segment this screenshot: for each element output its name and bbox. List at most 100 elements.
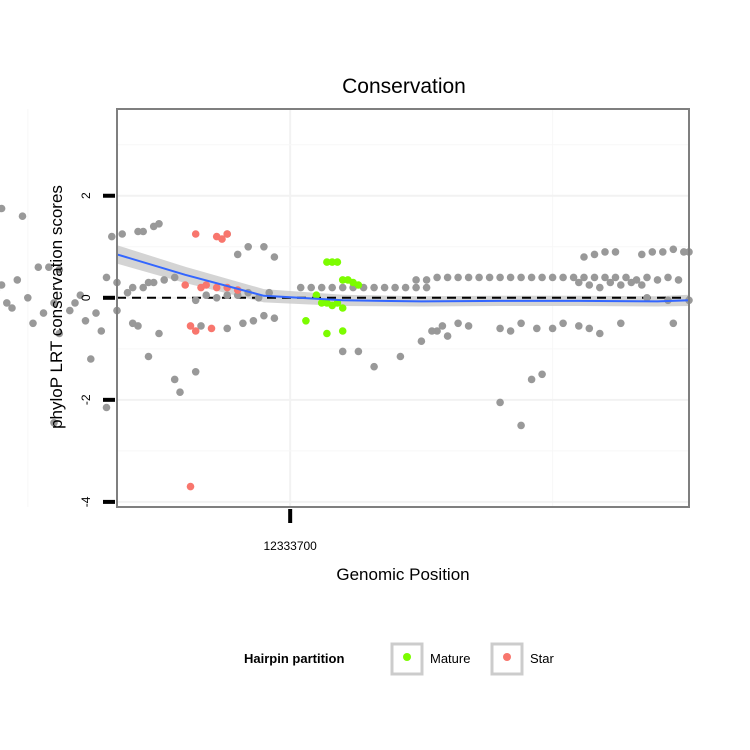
point-other-81 [34,263,43,272]
point-other-174 [580,273,588,282]
point-other-196 [559,319,567,328]
y-axis: 2 0 -2 -4 [79,192,115,507]
point-other-143 [260,311,268,320]
point-other-200 [617,319,625,328]
point-star-7 [212,283,221,292]
point-other-166 [496,273,504,282]
point-other-87 [3,299,11,307]
point-other-140 [270,253,279,261]
point-star-3 [212,232,221,241]
point-other-214 [617,281,625,289]
point-other-188 [464,322,473,330]
point-other-128 [191,296,200,305]
point-other-90 [24,294,32,302]
point-star-12 [207,324,216,333]
point-other-158 [412,276,420,284]
point-other-123 [176,388,184,397]
legend-label-mature: Mature [430,651,470,666]
point-other-156 [412,283,420,292]
point-other-154 [391,283,399,292]
point-other-121 [155,329,163,338]
point-other-182 [370,362,378,371]
point-star-10 [186,322,195,330]
point-other-112 [139,283,147,292]
point-mature-13 [338,304,347,312]
point-other-94 [55,329,64,338]
x-axis-title: Genomic Position [336,565,469,584]
point-other-80 [18,212,27,220]
point-other-222 [638,250,646,259]
point-other-219 [653,276,662,284]
point-other-162 [454,273,462,282]
legend-mature-dot [403,653,411,661]
point-other-189 [428,327,436,335]
point-other-104 [118,230,126,238]
point-other-179 [191,368,200,376]
point-other-116 [170,273,179,282]
point-other-144 [270,314,279,323]
point-other-127 [223,324,231,333]
point-other-157 [422,283,431,292]
point-other-108 [155,220,163,228]
point-other-176 [601,273,609,282]
point-star-11 [191,327,200,335]
point-other-177 [611,273,620,282]
point-other-141 [239,319,247,328]
point-other-149 [338,283,347,292]
point-other-103 [108,232,116,241]
point-other-139 [260,243,268,251]
plot-panel [117,109,689,507]
point-other-225 [669,245,678,254]
point-other-195 [548,324,557,333]
point-other-211 [585,281,594,289]
y-tick-label-1: 0 [79,294,93,301]
point-mature-3 [338,276,347,284]
point-other-207 [590,250,599,259]
point-other-216 [638,281,646,289]
point-other-88 [8,304,16,312]
point-other-93 [50,299,58,307]
point-other-142 [249,317,258,325]
point-other-204 [538,370,546,379]
point-star-13 [186,482,195,491]
point-other-228 [643,294,651,302]
point-other-130 [212,294,221,302]
point-other-199 [596,329,604,338]
point-other-124 [50,419,58,427]
y-tick-label-2: -2 [79,394,93,405]
point-other-79 [0,204,6,213]
point-other-202 [496,398,504,407]
point-other-98 [81,317,90,325]
point-other-125 [102,403,111,412]
point-other-97 [76,291,85,300]
series-other-points [0,204,693,430]
y-tick-label-0: 2 [79,192,93,199]
point-other-218 [643,273,651,282]
point-other-201 [669,319,678,328]
point-other-122 [170,375,179,384]
point-star-6 [202,281,210,289]
point-other-110 [123,288,132,297]
point-other-209 [611,248,620,256]
point-other-146 [307,283,316,292]
point-other-152 [370,283,378,292]
point-other-198 [585,324,594,333]
point-other-161 [443,273,452,282]
point-other-193 [517,319,525,328]
x-axis: 1233370012333600 [263,509,317,553]
point-other-171 [548,273,557,282]
point-other-102 [102,273,111,282]
point-other-220 [664,273,672,282]
point-other-148 [328,283,337,292]
point-other-145 [296,283,305,292]
point-other-159 [422,276,431,284]
point-other-100 [92,309,100,317]
point-other-187 [454,319,462,328]
point-other-172 [559,273,567,282]
legend: Hairpin partition Mature Star [244,642,555,676]
point-other-206 [580,253,588,261]
point-other-192 [506,327,515,335]
point-mature-15 [338,327,347,335]
point-other-106 [139,227,147,236]
